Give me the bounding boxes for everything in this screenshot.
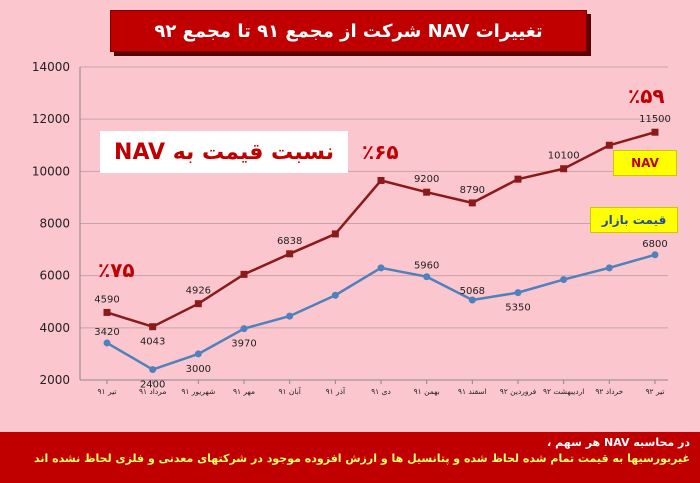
nav-point xyxy=(468,199,476,207)
nav-point xyxy=(331,230,339,238)
percent-label-start: ٪۷۵ xyxy=(98,258,135,282)
market-point xyxy=(423,273,431,281)
market-data-label: 5960 xyxy=(414,261,439,272)
y-tick-label: 10000 xyxy=(32,164,70,178)
market-point xyxy=(103,339,111,347)
nav-point xyxy=(651,128,659,136)
nav-data-label: 11500 xyxy=(639,114,671,125)
market-data-label: 6800 xyxy=(642,239,667,250)
market-data-label: 5350 xyxy=(505,303,530,314)
nav-point xyxy=(605,141,613,149)
nav-point xyxy=(103,308,111,316)
legend-nav: NAV xyxy=(613,150,677,176)
x-tick-label: شهریور ۹۱ xyxy=(181,387,215,396)
x-tick-label: خرداد ۹۲ xyxy=(595,387,623,396)
nav-data-label: 9200 xyxy=(414,174,439,185)
market-data-label: 2400 xyxy=(140,380,165,391)
market-point xyxy=(194,350,202,358)
market-data-label: 3000 xyxy=(186,364,211,375)
chart-grid xyxy=(80,66,668,329)
market-data-label: 3970 xyxy=(231,339,256,350)
y-tick-label: 8000 xyxy=(39,217,70,231)
x-tick-label: بهمن ۹۱ xyxy=(414,387,440,396)
market-data-label: 5068 xyxy=(460,286,485,297)
ratio-label-box: نسبت قیمت به NAV xyxy=(100,131,348,173)
y-tick-label: 2000 xyxy=(39,373,70,387)
x-tick-label: اردیبهشت ۹۲ xyxy=(543,387,584,396)
y-tick-label: 6000 xyxy=(39,269,70,283)
nav-point xyxy=(423,188,431,196)
x-tick-label: آذر ۹۱ xyxy=(326,386,346,396)
market-point xyxy=(149,366,157,374)
nav-data-label: 10100 xyxy=(548,151,580,162)
ratio-label: نسبت قیمت به NAV xyxy=(114,139,334,165)
x-tick-label: تیر ۹۱ xyxy=(98,387,117,396)
percent-label-end: ٪۵۹ xyxy=(628,84,665,108)
x-tick-label: مرداد ۹۱ xyxy=(139,387,166,396)
x-tick-label: آبان ۹۱ xyxy=(278,386,301,396)
market-point xyxy=(514,289,522,297)
footer-line-2: غیربورسیها به قیمت تمام شده لحاظ شده و پ… xyxy=(33,452,690,465)
nav-data-label: 4043 xyxy=(140,337,165,348)
nav-point xyxy=(377,176,385,184)
x-tick-label: فروردین ۹۲ xyxy=(500,387,537,396)
nav-data-label: 4590 xyxy=(94,294,119,305)
nav-point xyxy=(514,175,522,183)
market-point xyxy=(331,291,339,299)
chart-title: تغییرات NAV شرکت از مجمع ۹۱ تا مجمع ۹۲ xyxy=(154,20,543,42)
nav-point xyxy=(240,270,248,278)
market-point xyxy=(560,276,568,284)
footer-note: در محاسبه NAV هر سهم ، غیربورسیها به قیم… xyxy=(0,432,700,483)
y-tick-label: 14000 xyxy=(32,60,70,74)
footer-line-1: در محاسبه NAV هر سهم ، xyxy=(547,436,690,449)
nav-point xyxy=(286,250,294,258)
chart-title-box: تغییرات NAV شرکت از مجمع ۹۱ تا مجمع ۹۲ xyxy=(110,10,587,52)
y-tick-label: 12000 xyxy=(32,112,70,126)
x-tick-label: مهر ۹۱ xyxy=(233,387,255,396)
market-line xyxy=(106,253,656,371)
market-point xyxy=(605,264,613,272)
chart-series xyxy=(103,128,659,374)
nav-point xyxy=(194,300,202,308)
nav-data-label: 6838 xyxy=(277,236,302,247)
market-data-label: 3420 xyxy=(94,327,119,338)
chart-data-labels: 4590 4043 4926 6838 9200 8790 10100 11500 3420 24… xyxy=(94,114,671,390)
percent-label-middle: ٪۶۵ xyxy=(362,140,399,164)
legend-market-label: قیمت بازار xyxy=(601,213,667,227)
nav-point xyxy=(149,323,157,331)
x-tick-label: اسفند ۹۱ xyxy=(458,387,487,396)
market-point xyxy=(468,296,476,304)
market-point xyxy=(651,251,659,259)
nav-data-label: 4926 xyxy=(186,286,211,297)
nav-data-label: 8790 xyxy=(460,185,485,196)
x-tick-label: دی ۹۱ xyxy=(371,387,391,396)
y-tick-label: 4000 xyxy=(39,321,70,335)
nav-point xyxy=(560,165,568,173)
legend-nav-label: NAV xyxy=(631,156,659,170)
market-point xyxy=(240,325,248,333)
x-tick-label: تیر ۹۲ xyxy=(646,387,665,396)
legend-market: قیمت بازار xyxy=(590,207,678,233)
chart-axes: 2000 4000 6000 8000 10000 12000 14000 تیر ۹۱ مرد… xyxy=(32,60,668,396)
market-point xyxy=(286,312,294,320)
market-point xyxy=(377,264,385,272)
